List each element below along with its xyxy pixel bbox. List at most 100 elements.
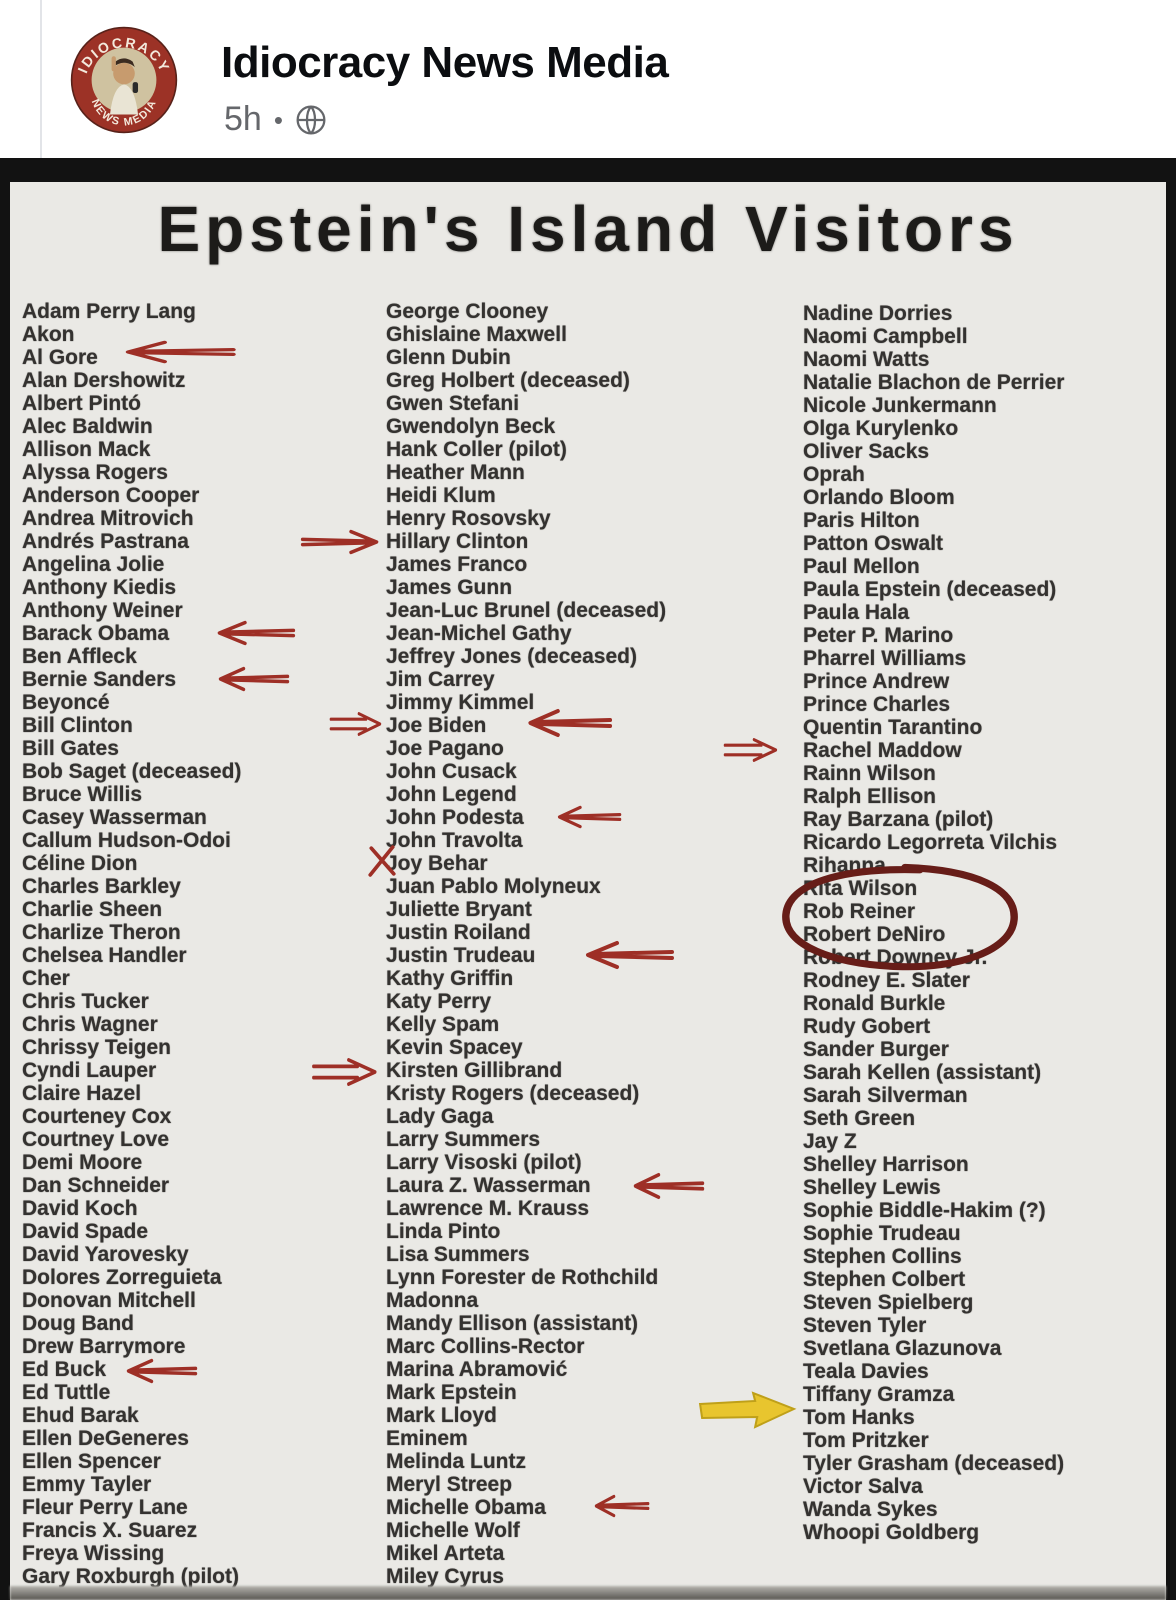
list-item: Gary Roxburgh (pilot): [22, 1565, 239, 1588]
list-item: Rachel Maddow: [803, 739, 962, 762]
list-item: Fleur Perry Lane: [22, 1496, 188, 1519]
meta-separator: •: [273, 104, 283, 135]
list-item: Jean-Michel Gathy: [386, 622, 572, 645]
list-item: Pharrel Williams: [803, 647, 967, 670]
list-item: Alec Baldwin: [22, 415, 153, 438]
list-item: Patton Oswalt: [803, 532, 944, 555]
list-item: Drew Barrymore: [22, 1335, 186, 1358]
list-item: Larry Visoski (pilot): [386, 1151, 582, 1174]
shared-image[interactable]: Epstein's Island Visitors Adam Perry Lan…: [0, 158, 1176, 1600]
names-column-2: George Clooney Ghislaine Maxwell Glenn Dub…: [386, 300, 666, 1588]
list-item: Allison Mack: [22, 438, 151, 461]
list-item: James Franco: [386, 553, 528, 576]
list-item: Gwendolyn Beck: [386, 415, 556, 438]
list-item: Chris Wagner: [22, 1013, 158, 1036]
list-item: Stephen Collins: [803, 1245, 962, 1268]
globe-privacy-icon: [296, 105, 326, 134]
list-item: Nicole Junkermann: [803, 394, 997, 417]
list-item: Ray Barzana (pilot): [803, 808, 994, 831]
list-item: Marc Collins-Rector: [386, 1335, 585, 1358]
list-item: Courtney Love: [22, 1128, 170, 1151]
list-item: Nadine Dorries: [803, 302, 953, 325]
list-item: Rihanna: [803, 854, 886, 877]
list-item: Peter P. Marino: [803, 624, 954, 647]
list-item: Jim Carrey: [386, 668, 495, 691]
list-item: Henry Rosovsky: [386, 507, 551, 530]
list-item: Anderson Cooper: [22, 484, 200, 507]
list-item: Justin Trudeau: [386, 944, 536, 967]
list-item: Alan Dershowitz: [22, 369, 186, 392]
list-item: Mark Lloyd: [386, 1404, 497, 1427]
list-item: Shelley Harrison: [803, 1153, 969, 1176]
list-item: Mikel Arteta: [386, 1542, 505, 1565]
list-item: Heidi Klum: [386, 484, 496, 507]
list-item: Miley Cyrus: [386, 1565, 504, 1588]
list-item: Sander Burger: [803, 1038, 949, 1061]
list-item: Doug Band: [22, 1312, 134, 1335]
list-item: Charlize Theron: [22, 921, 181, 944]
list-item: Dolores Zorreguieta: [22, 1266, 222, 1289]
list-item: Dan Schneider: [22, 1174, 170, 1197]
list-item: Al Gore: [22, 346, 98, 369]
list-item: Heather Mann: [386, 461, 525, 484]
list-item: Tyler Grasham (deceased): [803, 1452, 1065, 1475]
list-item: Melinda Luntz: [386, 1450, 526, 1473]
list-item: John Travolta: [386, 829, 523, 852]
list-item: Orlando Bloom: [803, 486, 955, 509]
list-item: Rodney E. Slater: [803, 969, 970, 992]
list-item: Lynn Forester de Rothchild: [386, 1266, 659, 1289]
list-item: Joe Biden: [386, 714, 487, 737]
list-item: Jeffrey Jones (deceased): [386, 645, 637, 668]
list-item: Bernie Sanders: [22, 668, 177, 691]
list-item: Prince Andrew: [803, 670, 950, 693]
list-item: Kathy Griffin: [386, 967, 514, 990]
list-item: Casey Wasserman: [22, 806, 207, 829]
list-item: Andrés Pastrana: [22, 530, 189, 553]
list-item: Shelley Lewis: [803, 1176, 941, 1199]
names-column-1: Adam Perry Lang Akon Al Gore Alan Dershowit…: [22, 300, 241, 1588]
list-item: Whoopi Goldberg: [803, 1521, 980, 1544]
names-column-3: Nadine Dorries Naomi Campbell Naomi Watts N…: [803, 302, 1064, 1544]
list-item: Rudy Gobert: [803, 1015, 931, 1038]
list-item: Albert Pintó: [22, 392, 141, 415]
list-item: Quentin Tarantino: [803, 716, 983, 739]
list-item: Kelly Spam: [386, 1013, 500, 1036]
list-item: Joy Behar: [386, 852, 488, 875]
list-item: Akon: [22, 323, 75, 346]
list-item: Steven Tyler: [803, 1314, 927, 1337]
list-item: Olga Kurylenko: [803, 417, 959, 440]
avatar-logo: IDIOCRACY NEWS MEDIA: [70, 26, 178, 134]
list-item: Ellen DeGeneres: [22, 1427, 189, 1450]
list-item: Paula Epstein (deceased): [803, 578, 1057, 601]
list-item: Rainn Wilson: [803, 762, 936, 785]
list-item: Robert Downey Jr.: [803, 946, 988, 969]
list-item: Bill Gates: [22, 737, 119, 760]
list-item: Chrissy Teigen: [22, 1036, 171, 1059]
list-item: Laura Z. Wasserman: [386, 1174, 591, 1197]
list-item: Sophie Biddle-Hakim (?): [803, 1199, 1046, 1222]
post-author[interactable]: Idiocracy News Media: [221, 38, 669, 87]
post-timestamp[interactable]: 5h: [224, 100, 262, 138]
list-item: Beyoncé: [22, 691, 110, 714]
list-item: Barack Obama: [22, 622, 170, 645]
avatar[interactable]: IDIOCRACY NEWS MEDIA: [70, 26, 178, 134]
list-item: Wanda Sykes: [803, 1498, 938, 1521]
list-item: Paris Hilton: [803, 509, 920, 532]
list-item: Jay Z: [803, 1130, 857, 1153]
list-item: Jean-Luc Brunel (deceased): [386, 599, 667, 622]
list-item: John Legend: [386, 783, 517, 806]
list-item: Lisa Summers: [386, 1243, 530, 1266]
list-item: Juan Pablo Molyneux: [386, 875, 601, 898]
list-item: Ed Buck: [22, 1358, 107, 1381]
list-item: David Spade: [22, 1220, 149, 1243]
list-item: Anthony Kiedis: [22, 576, 177, 599]
image-left-border: [0, 158, 10, 1600]
list-item: Kirsten Gillibrand: [386, 1059, 563, 1082]
list-item: Adam Perry Lang: [22, 300, 196, 323]
list-item: Greg Holbert (deceased): [386, 369, 630, 392]
post-meta: 5h •: [224, 100, 327, 139]
list-item: Oliver Sacks: [803, 440, 930, 463]
list-item: Robert DeNiro: [803, 923, 946, 946]
list-item: Mark Epstein: [386, 1381, 517, 1404]
list-item: Demi Moore: [22, 1151, 143, 1174]
